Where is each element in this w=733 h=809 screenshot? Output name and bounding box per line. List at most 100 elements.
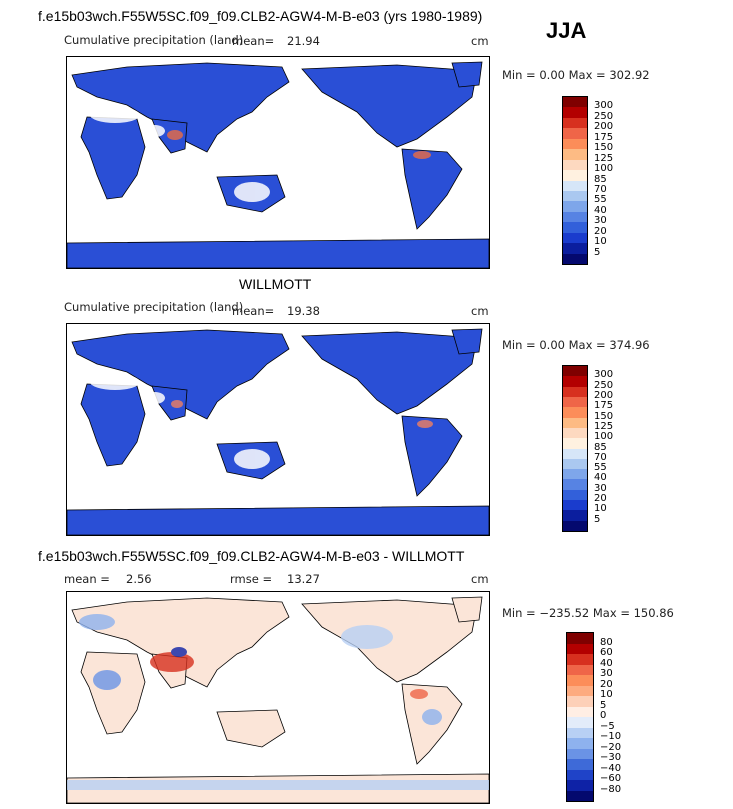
anom-red-samerica: [410, 689, 428, 699]
colorbar-swatch: [567, 748, 593, 759]
dry-arabia: [145, 392, 165, 404]
colorbar-swatch: [567, 633, 593, 644]
colorbar-swatch: [567, 738, 593, 749]
panel-diff-map: [66, 591, 490, 804]
colorbar-tick-label: −10: [600, 731, 622, 742]
panel-obs-mean-value: 19.38: [287, 304, 320, 318]
colorbar-tick-label: 20: [600, 678, 613, 690]
land-north-america: [301, 64, 478, 148]
panel-diff-mean-value: 2.56: [126, 572, 152, 586]
panel-model-stat-label: mean=: [232, 34, 275, 48]
colorbar-tick-label: 5: [594, 513, 601, 525]
panel-model-left-label: Cumulative precipitation (land): [64, 33, 244, 47]
colorbar-swatch: [563, 170, 587, 181]
land-africa: [80, 383, 146, 467]
colorbar-swatch: [567, 664, 593, 675]
colorbar-tick-label: 30: [594, 215, 607, 227]
colorbar-tick-label: −60: [600, 773, 622, 784]
colorbar-swatch: [567, 706, 593, 717]
panel-model-units: cm: [471, 34, 489, 48]
colorbar-tick-label: 175: [594, 400, 614, 412]
colorbar-swatch: [563, 366, 587, 377]
colorbar-swatch: [563, 232, 587, 244]
colorbar-swatch: [563, 489, 587, 501]
colorbar-swatch: [563, 448, 587, 459]
colorbar-swatch: [563, 128, 587, 139]
panel-diff-mean-label: mean =: [64, 572, 110, 586]
colorbar-tick-label: −20: [600, 741, 622, 753]
colorbar-tick-label: −80: [600, 783, 622, 795]
anom-blue-europe: [79, 614, 115, 630]
colorbar-tick-label: 300: [594, 369, 614, 381]
colorbar-swatch: [567, 759, 593, 770]
land-north-america: [301, 331, 478, 415]
panel-obs-colorbar: [562, 365, 588, 532]
panel-obs-map: [66, 323, 490, 536]
panel-obs-minmax: Min = 0.00 Max = 374.96: [502, 338, 650, 352]
land-eurasia: [71, 329, 290, 420]
land-south-america: [401, 415, 463, 497]
panel-diff-minmax: Min = −235.52 Max = 150.86: [502, 606, 674, 620]
land-africa: [80, 116, 146, 200]
colorbar-tick-label: 100: [594, 431, 614, 443]
land-australia: [216, 709, 286, 748]
land-antarctica: [67, 505, 489, 535]
colorbar-swatch: [567, 654, 593, 665]
colorbar-swatch: [567, 685, 593, 696]
panel-diff-rmse-value: 13.27: [287, 572, 320, 586]
colorbar-tick-label: 20: [594, 493, 607, 505]
land-africa: [80, 651, 146, 735]
colorbar-tick-label: 70: [594, 183, 607, 195]
land-greenland: [451, 328, 483, 355]
season-label: JJA: [546, 18, 587, 43]
land-eurasia: [71, 62, 290, 153]
colorbar-tick-label: 150: [594, 410, 614, 422]
colorbar-tick-label: 175: [594, 131, 614, 143]
land-greenland: [451, 596, 483, 623]
colorbar-tick-label: 40: [594, 204, 607, 216]
colorbar-tick-label: −5: [600, 720, 615, 732]
colorbar-tick-label: 40: [594, 472, 607, 484]
wet-monsoon-india: [167, 130, 183, 140]
colorbar-swatch: [563, 396, 587, 408]
panel-model-colorbar: [562, 96, 588, 265]
panel-diff-colorbar: [566, 632, 594, 802]
colorbar-swatch: [563, 520, 587, 531]
colorbar-swatch: [567, 790, 593, 801]
colorbar-swatch: [567, 675, 593, 686]
colorbar-swatch: [563, 201, 587, 212]
panel-model-title: f.e15b03wch.F55W5SC.f09_f09.CLB2-AGW4-M-…: [38, 8, 483, 24]
anom-red-asia: [150, 652, 194, 672]
colorbar-tick-label: 40: [600, 657, 613, 669]
colorbar-tick-label: 150: [594, 142, 614, 154]
panel-model-minmax: Min = 0.00 Max = 302.92: [502, 68, 650, 82]
colorbar-swatch: [567, 769, 593, 780]
colorbar-swatch: [563, 222, 587, 233]
colorbar-tick-label: 5: [594, 246, 601, 258]
colorbar-swatch: [563, 159, 587, 171]
colorbar-tick-label: 100: [594, 163, 614, 175]
colorbar-swatch: [563, 243, 587, 254]
dry-australia: [234, 449, 270, 469]
colorbar-swatch: [563, 190, 587, 202]
colorbar-tick-label: 60: [600, 647, 613, 658]
land-eurasia: [71, 597, 290, 688]
colorbar-tick-label: 250: [594, 379, 614, 391]
colorbar-swatch: [563, 458, 587, 470]
colorbar-tick-label: 10: [594, 503, 607, 515]
colorbar-tick-label: 30: [600, 668, 613, 679]
colorbar-swatch: [567, 696, 593, 707]
colorbar-swatch: [563, 469, 587, 480]
colorbar-tick-label: 85: [594, 441, 607, 453]
panel-model-map: [66, 56, 490, 269]
colorbar-swatch: [563, 117, 587, 129]
colorbar-swatch: [567, 643, 593, 654]
colorbar-tick-label: 125: [594, 420, 614, 432]
colorbar-swatch: [563, 427, 587, 439]
panel-obs-units: cm: [471, 304, 489, 318]
colorbar-swatch: [563, 138, 587, 150]
wet-amazon: [413, 151, 431, 159]
panel-diff-units: cm: [471, 572, 489, 586]
panel-diff-rmse-label: rmse =: [230, 572, 273, 586]
panel-obs-title: WILLMOTT: [239, 276, 312, 292]
